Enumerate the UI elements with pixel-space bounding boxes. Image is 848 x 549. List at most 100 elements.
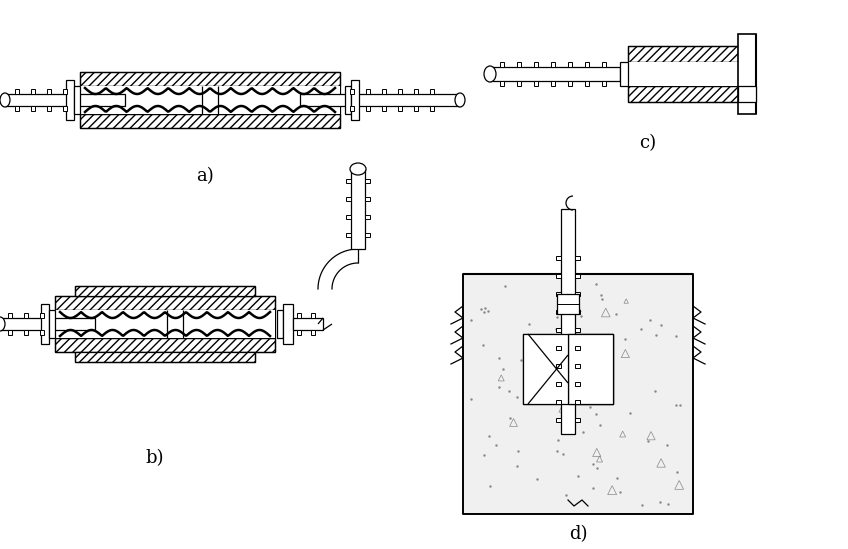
Bar bbox=[293, 318, 323, 330]
Ellipse shape bbox=[0, 93, 10, 107]
Bar bbox=[40, 330, 44, 335]
Bar bbox=[366, 106, 370, 111]
Bar bbox=[575, 256, 580, 260]
Bar bbox=[628, 46, 738, 62]
Bar bbox=[398, 89, 402, 94]
Bar bbox=[414, 106, 418, 111]
Bar bbox=[8, 330, 12, 335]
Bar bbox=[738, 34, 756, 114]
Bar bbox=[738, 86, 756, 102]
Bar bbox=[490, 67, 620, 81]
Bar bbox=[350, 89, 354, 94]
Text: a): a) bbox=[196, 167, 214, 185]
Bar bbox=[551, 62, 555, 67]
Bar bbox=[49, 310, 55, 338]
Bar bbox=[517, 81, 521, 86]
Bar bbox=[556, 382, 561, 386]
Bar bbox=[517, 62, 521, 67]
Bar bbox=[47, 106, 51, 111]
Bar bbox=[55, 296, 275, 310]
Bar bbox=[556, 364, 561, 368]
Bar bbox=[55, 310, 275, 338]
Text: b): b) bbox=[146, 449, 165, 467]
Bar bbox=[63, 89, 67, 94]
Bar bbox=[277, 310, 283, 338]
Bar bbox=[575, 364, 580, 368]
Bar bbox=[534, 81, 538, 86]
Bar bbox=[556, 274, 561, 278]
Bar bbox=[297, 313, 301, 318]
Bar bbox=[300, 94, 460, 106]
Bar bbox=[556, 418, 561, 422]
Bar bbox=[40, 313, 44, 318]
Text: d): d) bbox=[569, 525, 588, 543]
Bar bbox=[534, 62, 538, 67]
Bar bbox=[366, 89, 370, 94]
Bar bbox=[351, 169, 365, 249]
Bar bbox=[80, 86, 340, 114]
Bar bbox=[463, 274, 693, 514]
Bar bbox=[15, 106, 19, 111]
Bar bbox=[365, 179, 370, 183]
Bar bbox=[346, 179, 351, 183]
Ellipse shape bbox=[0, 317, 5, 331]
Bar bbox=[523, 334, 613, 404]
Bar bbox=[15, 89, 19, 94]
Bar bbox=[500, 62, 504, 67]
Bar bbox=[585, 81, 589, 86]
Bar bbox=[66, 80, 74, 120]
Bar bbox=[283, 304, 293, 344]
Bar bbox=[382, 106, 386, 111]
Bar bbox=[500, 81, 504, 86]
Bar bbox=[8, 313, 12, 318]
Bar bbox=[350, 106, 354, 111]
Bar bbox=[80, 72, 340, 86]
Bar bbox=[620, 62, 628, 86]
Bar bbox=[602, 81, 606, 86]
Ellipse shape bbox=[484, 66, 496, 82]
Bar bbox=[75, 286, 255, 296]
Bar bbox=[556, 310, 561, 314]
Bar bbox=[365, 197, 370, 201]
Bar bbox=[556, 256, 561, 260]
Bar bbox=[568, 334, 613, 404]
Bar bbox=[585, 62, 589, 67]
Bar bbox=[345, 86, 351, 114]
Bar bbox=[568, 334, 613, 404]
Bar bbox=[63, 106, 67, 111]
Bar bbox=[75, 352, 255, 362]
Bar bbox=[346, 197, 351, 201]
Bar bbox=[523, 334, 568, 404]
Bar bbox=[575, 400, 580, 404]
Bar bbox=[5, 94, 125, 106]
Bar bbox=[556, 292, 561, 296]
Bar bbox=[24, 330, 28, 335]
Bar bbox=[311, 330, 315, 335]
Bar bbox=[575, 310, 580, 314]
Bar bbox=[55, 338, 275, 352]
Bar bbox=[575, 346, 580, 350]
Bar bbox=[365, 215, 370, 219]
Bar bbox=[0, 318, 95, 330]
Bar bbox=[414, 89, 418, 94]
Bar bbox=[346, 233, 351, 237]
Bar bbox=[556, 400, 561, 404]
Bar bbox=[575, 382, 580, 386]
Bar bbox=[568, 81, 572, 86]
Bar bbox=[398, 106, 402, 111]
Bar bbox=[74, 86, 80, 114]
Bar bbox=[628, 86, 738, 102]
Bar bbox=[382, 89, 386, 94]
Bar bbox=[365, 233, 370, 237]
Bar bbox=[557, 294, 579, 314]
Bar bbox=[556, 328, 561, 332]
Bar bbox=[602, 62, 606, 67]
Bar bbox=[551, 81, 555, 86]
Bar bbox=[561, 209, 575, 434]
Bar bbox=[351, 80, 359, 120]
Bar bbox=[430, 106, 434, 111]
Bar bbox=[297, 330, 301, 335]
Bar bbox=[575, 292, 580, 296]
Bar bbox=[31, 89, 35, 94]
Bar bbox=[575, 418, 580, 422]
